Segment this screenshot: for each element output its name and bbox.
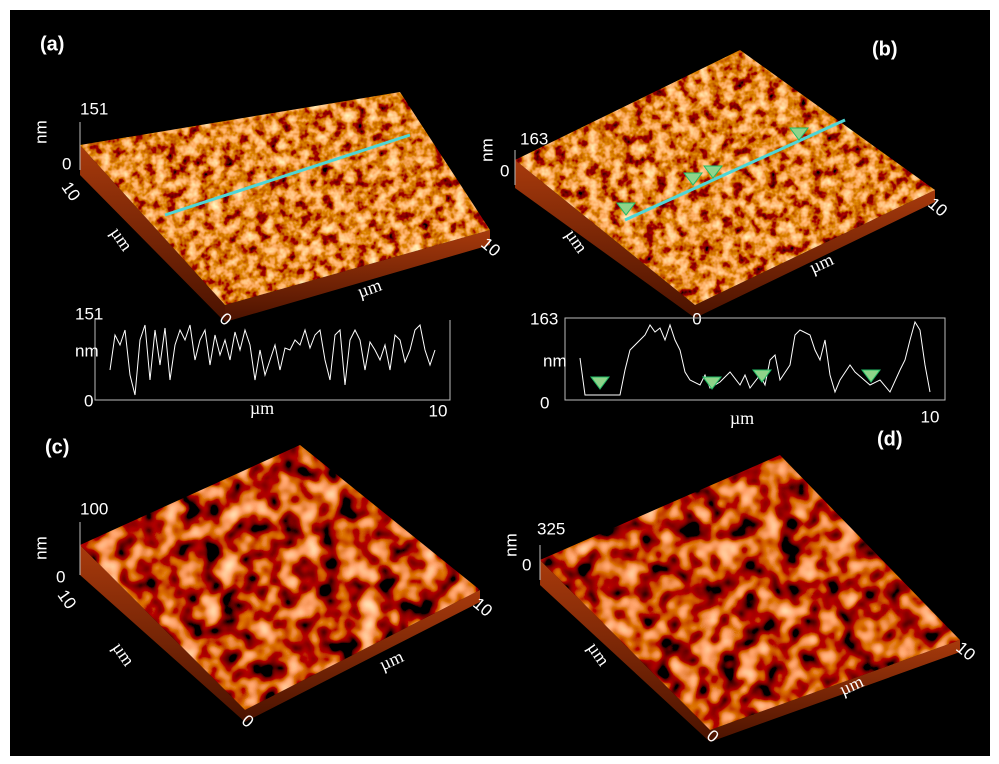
panel-label: (d) [877, 428, 903, 450]
figure: (a) 151 nm 0 10 µm 0 µm 10 151 nm 0 µm 1… [0, 0, 999, 764]
z-min: 0 [500, 161, 509, 180]
z-min: 0 [62, 154, 71, 173]
z-unit: nm [501, 533, 520, 557]
profile-y-min: 0 [540, 393, 549, 412]
panel-label: (b) [872, 38, 898, 60]
origin: 0 [692, 309, 701, 328]
profile-x-max: 10 [921, 407, 940, 426]
page: AFM surfaces {"panels": [ {"label": "(a)… [0, 0, 999, 764]
z-min: 0 [56, 567, 65, 586]
profile-y-unit: nm [543, 351, 567, 370]
profile-x-max: 10 [429, 401, 448, 420]
profile-x-unit: µm [250, 398, 274, 418]
z-max: 100 [80, 499, 108, 518]
panel-label: (a) [40, 33, 64, 55]
z-unit: nm [31, 536, 50, 560]
z-unit: nm [477, 138, 496, 162]
panel-label: (c) [45, 436, 69, 458]
body: (a) 151 nm 0 10 µm 0 µm 10 151 nm 0 µm 1… [0, 0, 999, 764]
z-unit: nm [31, 120, 50, 144]
z-min: 0 [522, 555, 531, 574]
profile-y-max: 151 [75, 304, 103, 323]
profile-y-max: 163 [530, 309, 558, 328]
profile-y-min: 0 [84, 391, 93, 410]
profile-y-unit: nm [75, 341, 99, 360]
z-max: 163 [520, 129, 548, 148]
z-max: 151 [80, 99, 108, 118]
z-max: 325 [537, 519, 565, 538]
profile-x-unit: µm [730, 408, 754, 428]
